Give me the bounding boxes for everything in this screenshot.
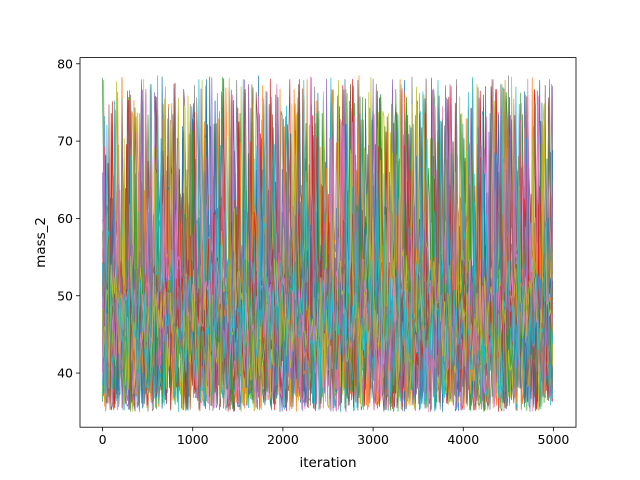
y-axis-label: mass_2 [33,217,49,268]
x-axis: 0 1000 2000 3000 4000 5000 [99,427,570,447]
walker-trace-line [102,92,554,412]
walker-traces [102,75,554,413]
y-tick-label: 60 [57,211,73,226]
x-tick-label: 0 [99,432,107,447]
y-axis: 40 50 60 70 80 [57,56,80,381]
x-tick-label: 2000 [267,432,299,447]
y-tick-label: 50 [57,288,73,303]
y-tick-label: 40 [57,366,73,381]
x-tick-label: 3000 [357,432,389,447]
x-tick-label: 4000 [447,432,479,447]
y-tick-label: 70 [57,134,73,149]
x-tick-label: 5000 [538,432,570,447]
x-tick-label: 1000 [177,432,209,447]
plot-frame [79,57,577,428]
walker-trace-line [102,75,554,412]
x-axis-label: iteration [299,455,356,471]
y-tick-label: 80 [57,56,73,71]
